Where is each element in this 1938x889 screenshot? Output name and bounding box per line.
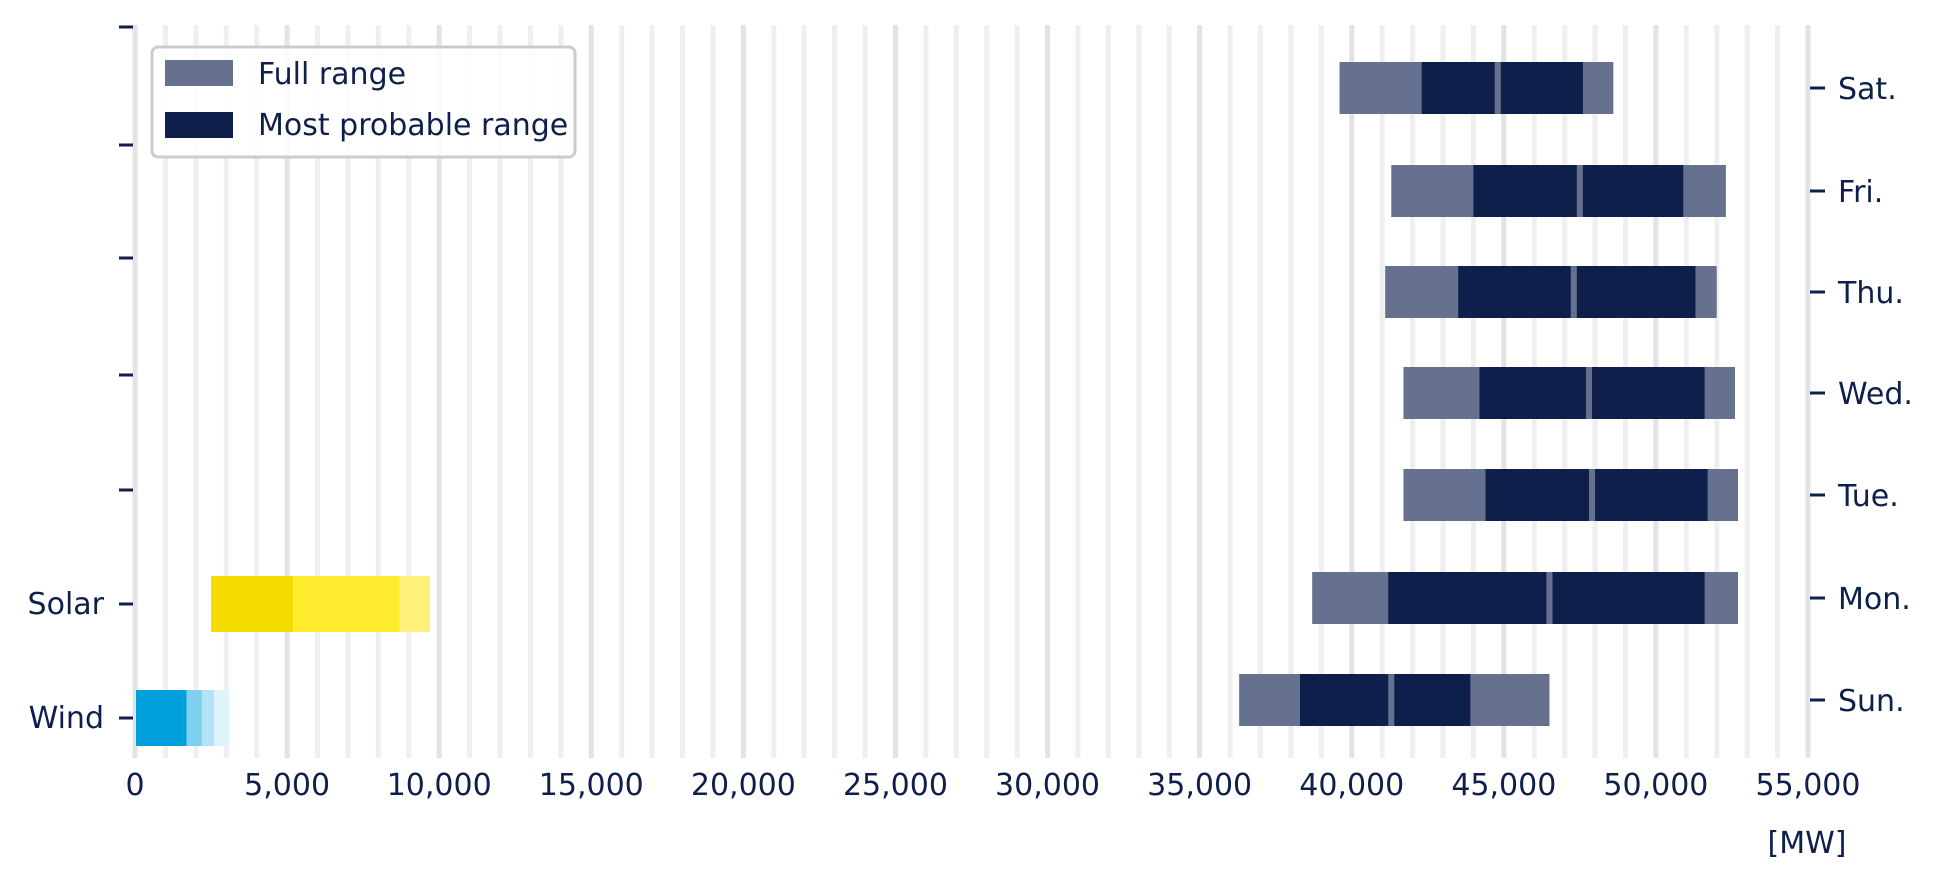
legend: Full range Most probable range xyxy=(150,45,577,159)
probable-range-bar-thu-2 xyxy=(1576,266,1696,318)
right-axis-label-tue: Tue. xyxy=(1837,479,1899,514)
wind-bar-segment-2 xyxy=(186,690,202,746)
wind-bar-segment-4 xyxy=(214,690,230,746)
wind-bar-segment-3 xyxy=(201,690,215,746)
legend-swatch-full-range xyxy=(165,60,233,86)
x-tick-label: 15,000 xyxy=(539,768,644,803)
right-axis-label-wed: Wed. xyxy=(1838,377,1913,412)
probable-range-bar-sat-1 xyxy=(1421,62,1495,114)
x-tick-label: 40,000 xyxy=(1299,768,1404,803)
right-axis-label-mon: Mon. xyxy=(1838,582,1911,617)
x-tick-label: 30,000 xyxy=(995,768,1100,803)
left-axis-label-solar: Solar xyxy=(28,587,105,622)
probable-range-bar-sat-2 xyxy=(1500,62,1583,114)
probable-range-bar-fri-1 xyxy=(1473,165,1577,217)
x-tick-label: 45,000 xyxy=(1451,768,1556,803)
probable-range-bar-wed-2 xyxy=(1592,367,1705,419)
right-axis-label-sat: Sat. xyxy=(1838,72,1897,107)
left-axis-label-wind: Wind xyxy=(29,701,104,736)
x-tick-label: 20,000 xyxy=(691,768,796,803)
x-tick-label: 5,000 xyxy=(244,768,330,803)
probable-range-bar-thu-1 xyxy=(1458,266,1571,318)
probable-range-bar-wed-1 xyxy=(1479,367,1586,419)
solar-bar-segment-3 xyxy=(399,576,431,632)
wind-bar-segment-1 xyxy=(135,690,187,746)
right-axis: Sun. Mon. Tue. Wed. Thu. Fri. Sat. xyxy=(1807,25,1913,758)
x-tick-label: 10,000 xyxy=(387,768,492,803)
x-tick-label: 55,000 xyxy=(1756,768,1861,803)
left-axis: Solar Wind xyxy=(28,25,136,758)
probable-range-bar-sun-2 xyxy=(1394,674,1471,726)
x-axis-unit-label: [MW] xyxy=(1768,826,1847,861)
probable-range-bar-tue-2 xyxy=(1595,469,1708,521)
x-tick-label: 35,000 xyxy=(1147,768,1252,803)
probable-range-bar-sun-1 xyxy=(1300,674,1389,726)
right-axis-label-thu: Thu. xyxy=(1837,276,1904,311)
solar-bar-segment-2 xyxy=(293,576,400,632)
right-axis-label-fri: Fri. xyxy=(1838,175,1883,210)
bars-layer xyxy=(135,62,1739,746)
legend-label-full-range: Full range xyxy=(258,57,406,92)
legend-swatch-most-probable-range xyxy=(165,112,233,138)
probable-range-bar-tue-1 xyxy=(1485,469,1589,521)
x-tick-label: 0 xyxy=(125,768,144,803)
right-axis-label-sun: Sun. xyxy=(1838,684,1905,719)
solar-bar-segment-1 xyxy=(211,576,294,632)
legend-label-most-probable-range: Most probable range xyxy=(258,108,568,143)
probable-range-bar-mon-1 xyxy=(1388,572,1547,624)
x-tick-label: 50,000 xyxy=(1603,768,1708,803)
legend-frame xyxy=(150,45,577,159)
x-axis: [MW] 0 5,000 10,000 15,000 20,000 25,000 30,00… xyxy=(125,768,1860,861)
x-tick-label: 25,000 xyxy=(843,768,948,803)
probable-range-bar-fri-2 xyxy=(1582,165,1684,217)
probable-range-bar-mon-2 xyxy=(1552,572,1705,624)
